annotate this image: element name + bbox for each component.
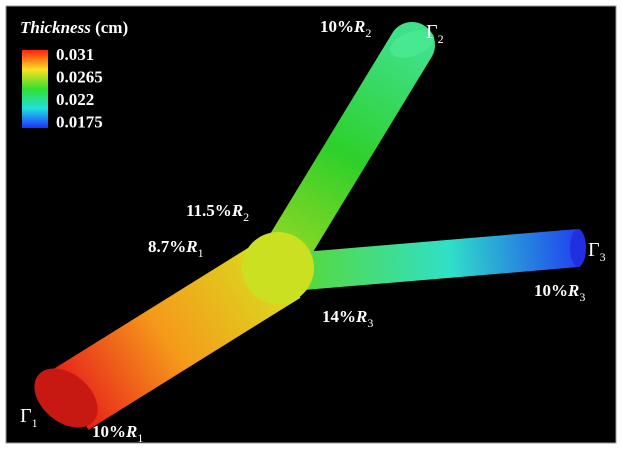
subscript: 3 (367, 316, 373, 330)
colorbar-tick-label: 0.031 (56, 45, 94, 64)
annotation: 10%R3 (534, 281, 585, 304)
percent: 8.7% (148, 237, 186, 256)
pipes (34, 22, 586, 430)
annotation: 10%R2 (320, 17, 371, 40)
subscript: 3 (579, 290, 585, 304)
percent: 10% (534, 281, 568, 300)
boundary: Γ (588, 239, 600, 261)
annotation: 10%R1 (92, 422, 143, 445)
colorbar-tick-label: 0.0265 (56, 68, 103, 87)
percent: 10% (92, 422, 126, 441)
subscript: 1 (198, 246, 204, 260)
annotation: Γ3 (588, 239, 606, 264)
annotation: Γ2 (426, 21, 444, 46)
boundary: Γ (20, 405, 32, 427)
junction (242, 232, 314, 304)
annotation: 14%R3 (322, 307, 373, 330)
legend-title: Thickness (cm) (20, 18, 128, 37)
main-pipe (51, 238, 301, 430)
subscript: 3 (600, 250, 606, 264)
outlet-2 (390, 30, 434, 58)
radius: R (355, 307, 367, 326)
percent: 10% (320, 17, 354, 36)
branch-3 (290, 229, 580, 291)
annotation: 11.5%R2 (186, 201, 249, 224)
colorbar-ticks: 0.031 0.0265 0.022 0.0175 (56, 45, 103, 132)
colorbar-tick-label: 0.0175 (56, 113, 103, 132)
subscript: 2 (438, 32, 444, 46)
annotation: 8.7%R1 (148, 237, 204, 260)
percent: 11.5% (186, 201, 232, 220)
radius: R (185, 237, 197, 256)
radius: R (231, 201, 243, 220)
subscript: 2 (243, 210, 249, 224)
radius: R (125, 422, 137, 441)
percent: 14% (322, 307, 356, 326)
boundary: Γ (426, 21, 438, 43)
inlet-1 (34, 368, 98, 428)
radius: R (567, 281, 579, 300)
colorbar-tick-label: 0.022 (56, 90, 94, 109)
annotation: Γ1 (20, 405, 38, 430)
outlet-3 (570, 229, 586, 267)
radius: R (353, 17, 365, 36)
subscript: 1 (137, 431, 143, 445)
subscript: 2 (365, 26, 371, 40)
colorbar (22, 50, 48, 128)
branch-2 (257, 22, 435, 285)
subscript: 1 (32, 416, 38, 430)
